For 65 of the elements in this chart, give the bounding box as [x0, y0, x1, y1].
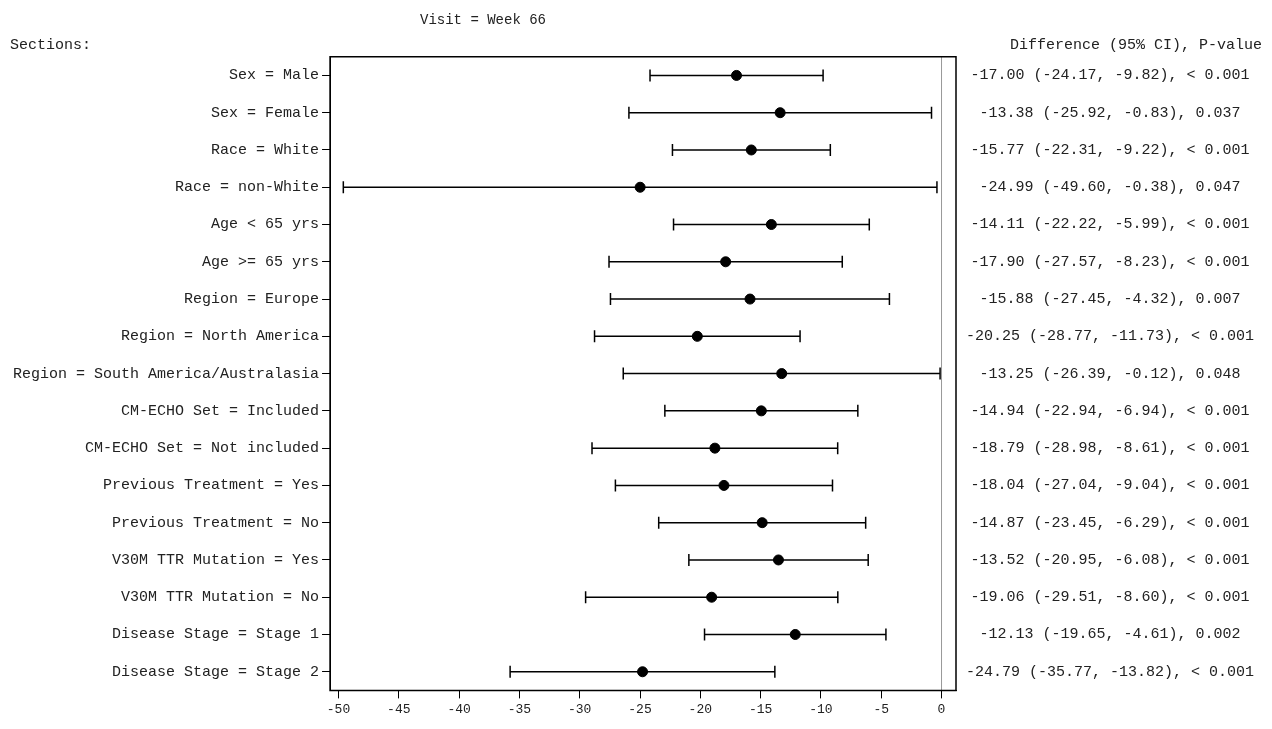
- point: [634, 181, 646, 193]
- text: -17.00 (-24.17, -9.82), < 0.001: [970, 67, 1250, 85]
- y-tick-label: Race = non-White: [175, 179, 320, 197]
- text: -13.52 (-20.95, -6.08), < 0.001: [970, 551, 1250, 569]
- x-tick-label: -20: [688, 701, 713, 717]
- chart-title: Visit = Week 66: [419, 12, 547, 29]
- text: -12.13 (-19.65, -4.61), 0.002: [979, 626, 1241, 644]
- point: [755, 405, 767, 417]
- text: -13.25 (-26.39, -0.12), 0.048: [979, 365, 1241, 383]
- x-tick-label: -25: [628, 701, 652, 717]
- text: -18.79 (-28.98, -8.61), < 0.001: [970, 440, 1250, 458]
- text: -20.25 (-28.77, -11.73), < 0.001: [965, 328, 1255, 346]
- text: -14.94 (-22.94, -6.94), < 0.001: [970, 402, 1250, 420]
- y-tick-label: Previous Treatment = No: [112, 514, 320, 532]
- text: -13.38 (-25.92, -0.83), 0.037: [979, 104, 1241, 122]
- point: [774, 107, 786, 119]
- y-tick-label: V30M TTR Mutation = Yes: [112, 551, 320, 569]
- x-tick-label: 0: [937, 701, 946, 717]
- point: [789, 628, 801, 640]
- text: -15.77 (-22.31, -9.22), < 0.001: [970, 141, 1250, 159]
- x-tick-label: -30: [568, 701, 592, 717]
- point: [731, 69, 742, 81]
- y-tick-label: V30M TTR Mutation = No: [121, 589, 320, 607]
- y-tick-label: Age >= 65 yrs: [202, 253, 320, 271]
- x-tick-label: -35: [507, 701, 532, 717]
- text: -17.90 (-27.57, -8.23), < 0.001: [970, 253, 1250, 271]
- point: [744, 293, 756, 305]
- point: [691, 330, 703, 342]
- y-tick-label: CM-ECHO Set = Not included: [85, 440, 320, 458]
- y-tick-label: Disease Stage = Stage 2: [112, 663, 320, 681]
- y-tick-label: Region = North America: [121, 328, 320, 346]
- text: -19.06 (-29.51, -8.60), < 0.001: [970, 589, 1250, 607]
- y-tick-label: Age < 65 yrs: [211, 216, 320, 234]
- text: -14.11 (-22.22, -5.99), < 0.001: [970, 216, 1250, 234]
- point: [776, 368, 788, 380]
- y-tick-label: CM-ECHO Set = Included: [121, 402, 320, 420]
- x-tick-label: -15: [748, 701, 773, 717]
- point: [772, 554, 784, 566]
- y-tick-label: Region = South America/Australasia: [12, 365, 320, 383]
- y-tick-label: Disease Stage = Stage 1: [112, 626, 320, 644]
- point: [709, 442, 721, 454]
- text: -15.88 (-27.45, -4.32), 0.007: [979, 291, 1241, 309]
- text: Sections:: [10, 36, 92, 54]
- point: [765, 219, 777, 231]
- point: [637, 666, 649, 678]
- point: [720, 256, 732, 268]
- text: -24.79 (-35.77, -13.82), < 0.001: [965, 663, 1255, 681]
- x-tick-label: -45: [387, 701, 411, 717]
- text: Difference (95% CI), P-value: [1009, 36, 1262, 54]
- y-tick-label: Sex = Female: [211, 104, 320, 122]
- x-tick-label: -5: [873, 701, 890, 717]
- y-tick-label: Sex = Male: [229, 67, 320, 85]
- x-tick-label: -50: [326, 701, 351, 717]
- text: -24.99 (-49.60, -0.38), 0.047: [979, 179, 1241, 197]
- y-tick-label: Region = Europe: [184, 291, 320, 309]
- x-tick-label: -10: [809, 701, 833, 717]
- text: -14.87 (-23.45, -6.29), < 0.001: [970, 514, 1250, 532]
- point: [718, 479, 730, 491]
- point: [756, 517, 768, 529]
- text: -18.04 (-27.04, -9.04), < 0.001: [970, 477, 1250, 495]
- y-tick-label: Race = White: [211, 141, 320, 159]
- point: [706, 591, 718, 603]
- y-tick-label: Previous Treatment = Yes: [103, 477, 320, 495]
- x-tick-label: -40: [447, 701, 471, 717]
- point: [745, 144, 757, 156]
